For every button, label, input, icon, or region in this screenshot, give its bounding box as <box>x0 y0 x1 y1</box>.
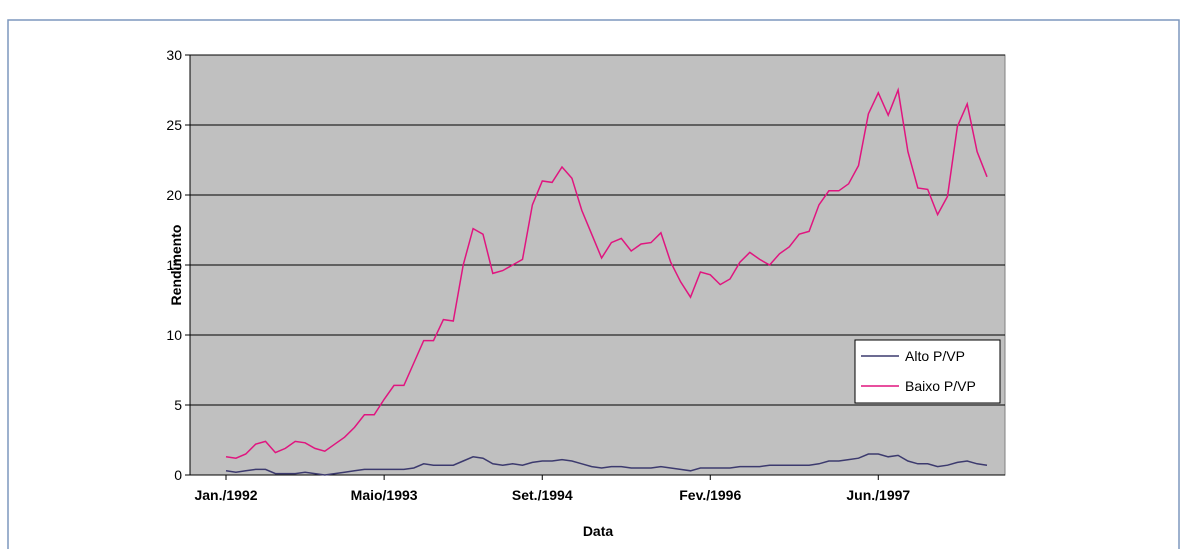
x-tick-label: Maio/1993 <box>351 487 418 503</box>
x-tick-label: Fev./1996 <box>679 487 741 503</box>
x-tick-label: Set./1994 <box>512 487 573 503</box>
x-axis-title: Data <box>583 523 614 539</box>
y-tick-label: 15 <box>166 257 182 273</box>
y-tick-label: 5 <box>174 397 182 413</box>
y-tick-label: 0 <box>174 467 182 483</box>
y-tick-label: 30 <box>166 47 182 63</box>
y-tick-label: 10 <box>166 327 182 343</box>
x-tick-label: Jan./1992 <box>194 487 257 503</box>
y-tick-label: 25 <box>166 117 182 133</box>
line-series <box>225 87 988 459</box>
legend <box>854 339 1001 404</box>
frame <box>7 19 1180 549</box>
y-tick-label: 20 <box>166 187 182 203</box>
legend-label: Baixo P/VP <box>905 378 976 394</box>
legend-label: Alto P/VP <box>905 348 965 364</box>
line-series <box>225 453 988 476</box>
y-axis-title: Rendimento <box>168 225 184 306</box>
x-tick-label: Jun./1997 <box>846 487 910 503</box>
